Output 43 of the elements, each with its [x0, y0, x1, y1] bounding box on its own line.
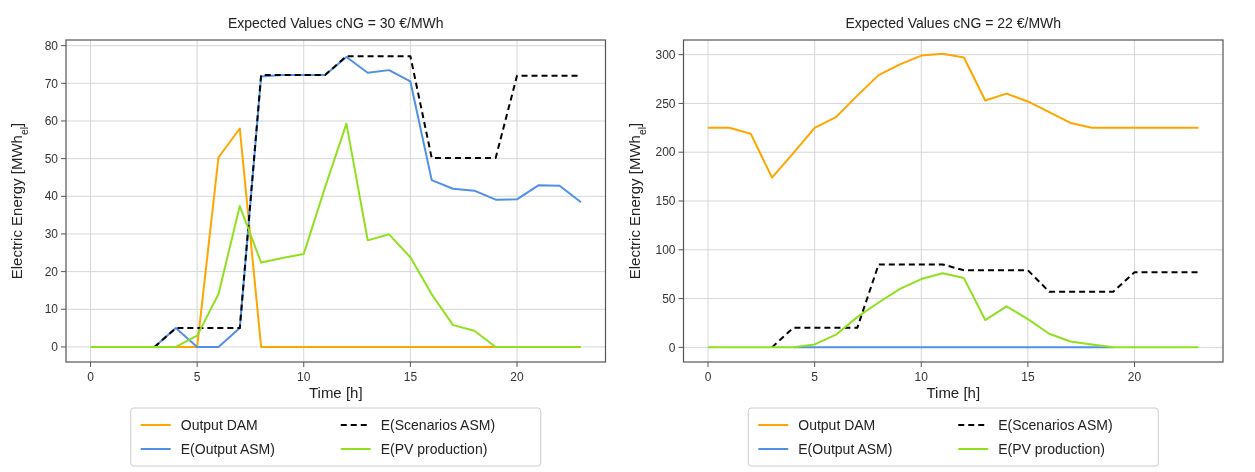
- legend-label: E(Output ASM): [180, 440, 275, 457]
- y-tick-label: 100: [655, 242, 676, 257]
- x-tick-label: 20: [1127, 370, 1142, 384]
- x-axis-title: Time [h]: [308, 384, 363, 401]
- x-tick-label: 10: [914, 370, 929, 384]
- x-tick-label: 0: [87, 370, 95, 384]
- y-tick-label: 250: [655, 96, 676, 111]
- y-tick-label: 10: [44, 302, 59, 317]
- legend-label: E(Scenarios ASM): [380, 416, 496, 433]
- legend-label: E(PV production): [380, 440, 488, 457]
- x-tick-label: 10: [297, 370, 311, 384]
- y-tick-label: 30: [44, 227, 59, 242]
- y-tick-label: 150: [655, 194, 676, 209]
- legend-label: Output DAM: [798, 416, 876, 433]
- x-axis-title: Time [h]: [926, 384, 981, 401]
- x-tick-label: 5: [193, 370, 201, 384]
- x-tick-label: 15: [1021, 370, 1035, 384]
- y-tick-label: 60: [44, 114, 59, 129]
- y-tick-label: 300: [655, 47, 676, 62]
- line-series: [771, 263, 1200, 349]
- x-tick-label: 20: [510, 370, 524, 384]
- y-tick-label: 0: [668, 340, 676, 355]
- y-tick-label: 50: [662, 291, 676, 306]
- x-tick-label: 5: [811, 370, 819, 384]
- y-tick-label: 0: [51, 340, 59, 355]
- y-tick-label: 80: [44, 38, 59, 53]
- legend-label: E(Output ASM): [798, 440, 893, 457]
- y-tick-label: 20: [44, 264, 59, 279]
- y-tick-label: 200: [655, 145, 676, 160]
- legend-label: E(PV production): [998, 440, 1105, 457]
- y-tick-label: 50: [44, 151, 59, 166]
- x-tick-label: 15: [403, 370, 418, 384]
- legend-label: Output DAM: [180, 416, 258, 433]
- x-tick-label: 0: [704, 370, 712, 384]
- line-series: [153, 55, 582, 348]
- y-tick-label: 70: [44, 76, 59, 91]
- y-tick-label: 40: [44, 189, 59, 204]
- line-series: [89, 122, 582, 348]
- chart-title: Expected Values cNG = 30 €/MWh: [227, 15, 444, 31]
- line-series: [707, 52, 1200, 179]
- line-series: [707, 272, 1200, 349]
- legend-label: E(Scenarios ASM): [998, 416, 1113, 433]
- chart-title: Expected Values cNG = 22 €/MWh: [845, 15, 1062, 31]
